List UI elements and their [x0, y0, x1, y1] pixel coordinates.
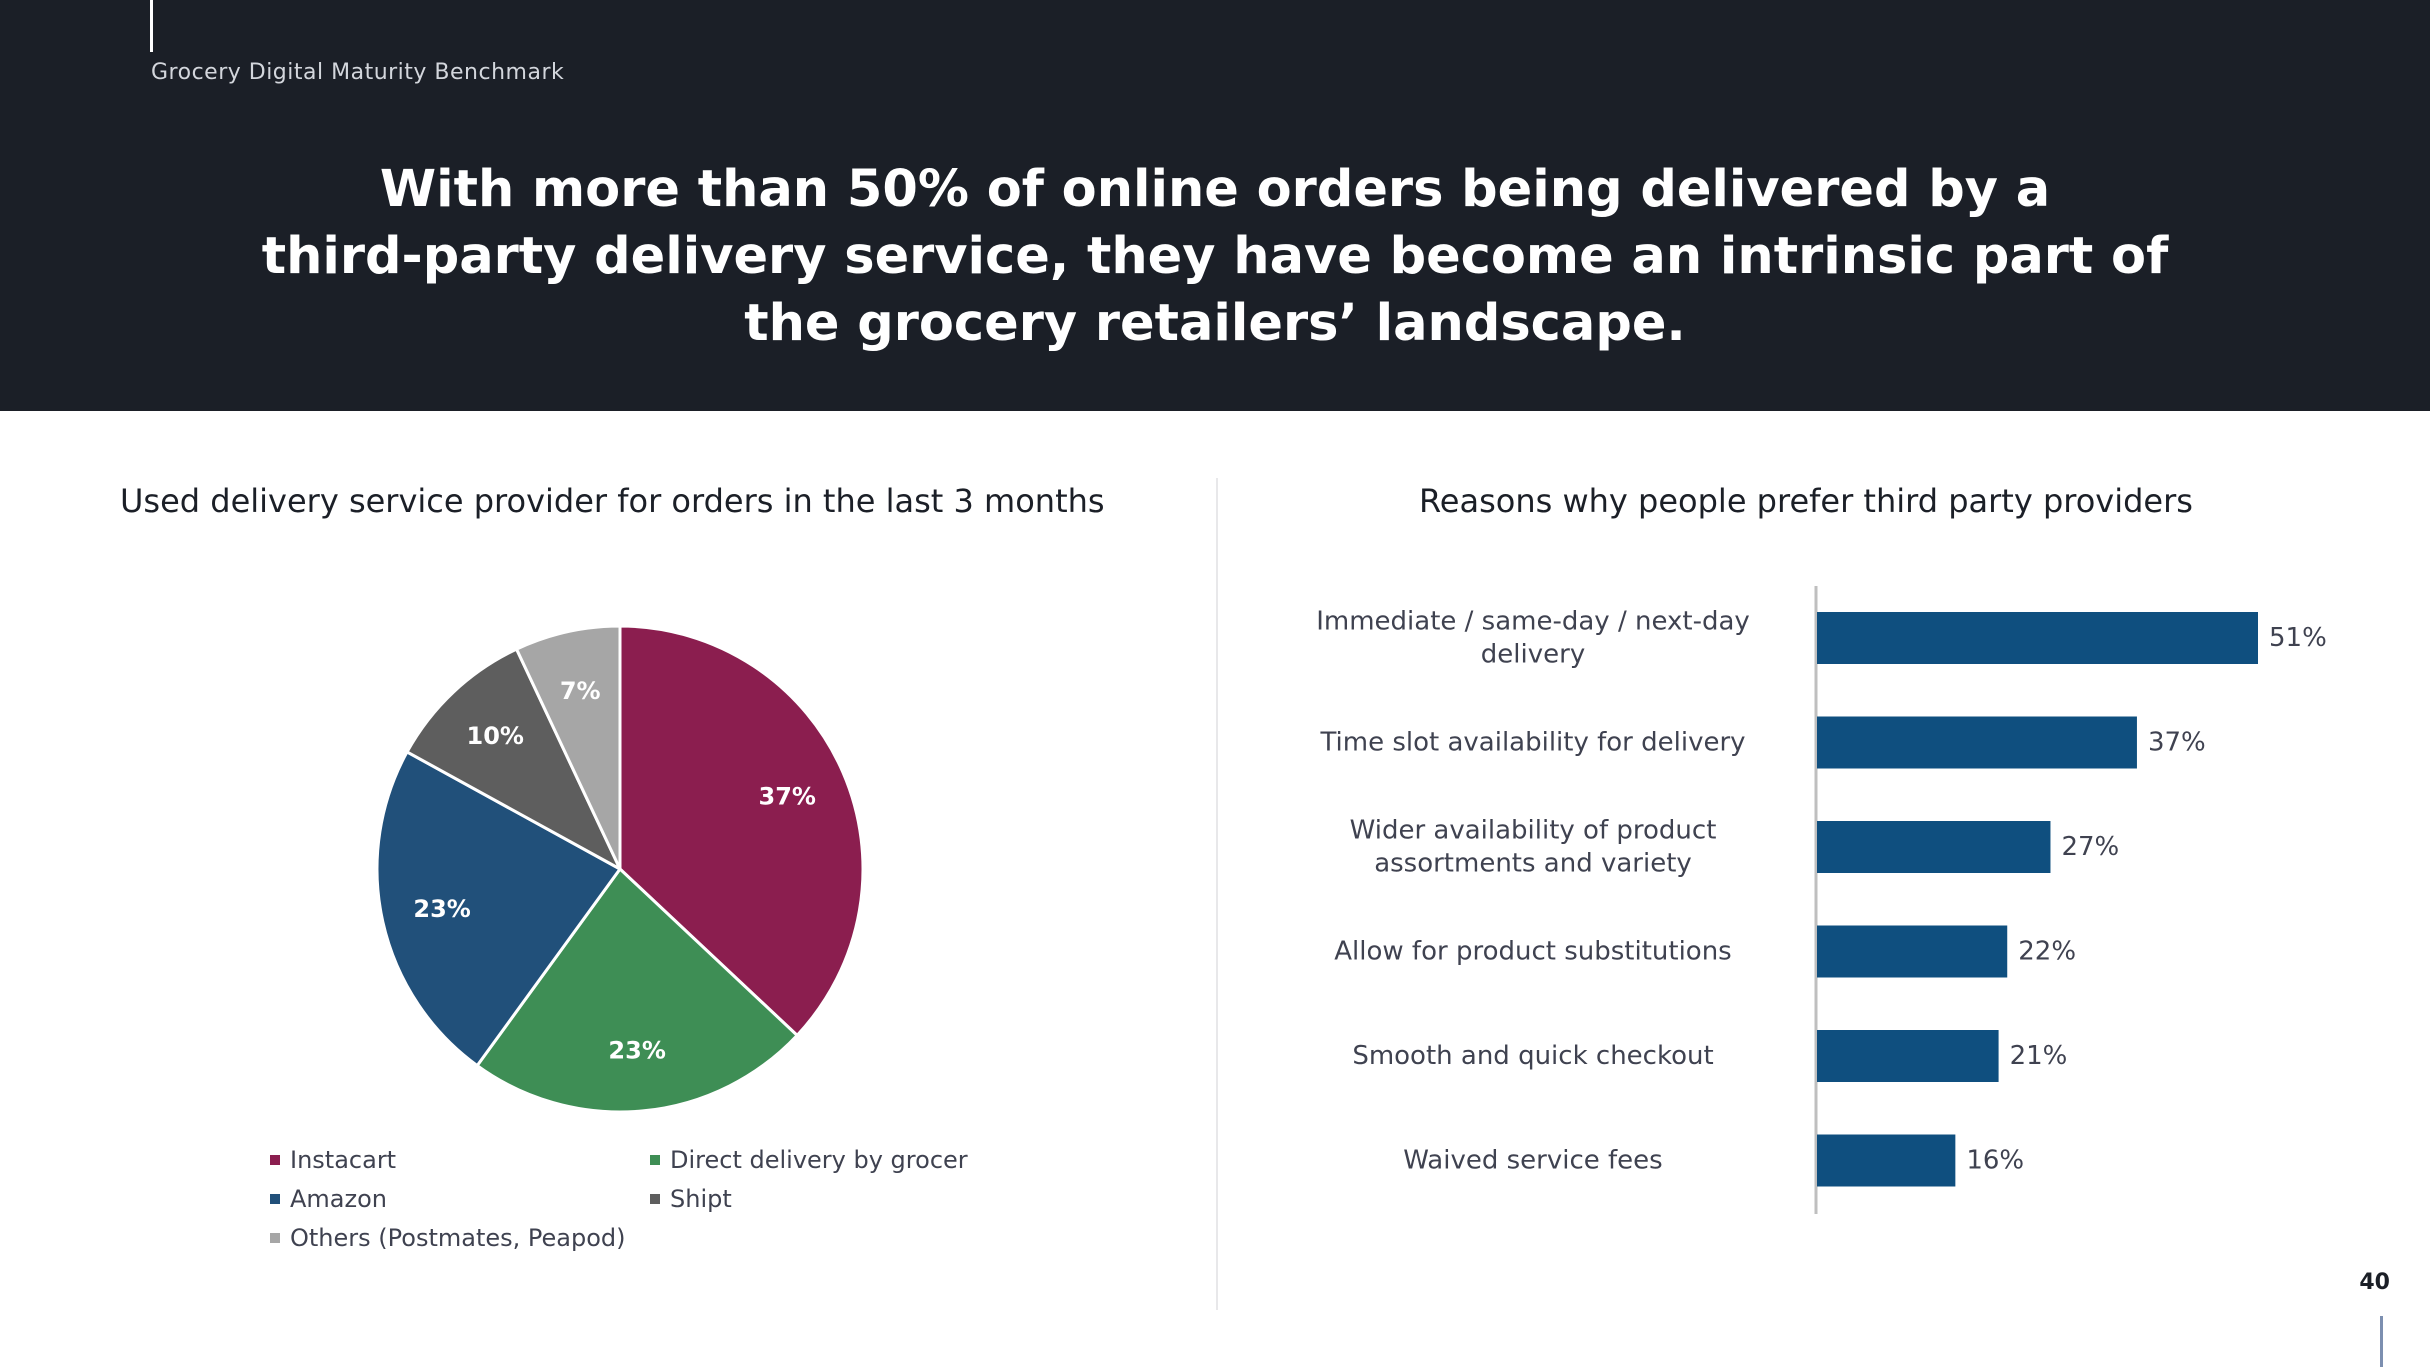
legend-item: Direct delivery by grocer: [646, 1145, 1026, 1174]
pie-data-label: 23%: [608, 1036, 665, 1064]
bar-value-label: 22%: [2018, 937, 2076, 967]
bar-category-label: Smooth and quick checkout: [1352, 1041, 1713, 1071]
bar-category-label: Wider availability of product: [1350, 816, 1717, 846]
bar: [1817, 1030, 1999, 1082]
bar: [1817, 925, 2008, 978]
bar-category-label: Time slot availability for delivery: [1319, 728, 1745, 758]
bar-value-label: 37%: [2148, 728, 2206, 758]
bottom-accent-rule: [2380, 1316, 2383, 1367]
bar: [1817, 612, 2258, 664]
legend-label: Instacart: [290, 1145, 397, 1174]
bar: [1817, 716, 2137, 769]
legend-label: Direct delivery by grocer: [670, 1145, 968, 1174]
bar-chart-title: Reasons why people prefer third party pr…: [1419, 482, 2193, 520]
legend-label: Shipt: [670, 1184, 732, 1213]
brand-label: Grocery Digital Maturity Benchmark: [151, 60, 565, 85]
legend-swatch: [270, 1232, 280, 1243]
legend-item: Instacart: [266, 1145, 646, 1174]
legend-swatch: [270, 1154, 280, 1165]
legend-swatch: [270, 1193, 280, 1204]
bar-category-label: assortments and variety: [1374, 849, 1692, 879]
pie-slice: [405, 647, 622, 871]
top-accent-rule: [150, 0, 153, 52]
legend-label: Amazon: [290, 1184, 387, 1213]
pie-data-label: 7%: [560, 677, 601, 705]
header-band: Grocery Digital Maturity Benchmark With …: [0, 0, 2430, 411]
legend-item: Others (Postmates, Peapod): [266, 1223, 646, 1252]
headline-line: third-party delivery service, they have …: [261, 227, 2169, 286]
headline-line: the grocery retailers’ landscape.: [744, 294, 1686, 353]
pie-data-label: 10%: [467, 722, 524, 750]
bar-category-label: Waived service fees: [1403, 1146, 1662, 1176]
panel-divider: [1216, 478, 1218, 1310]
legend-item: Amazon: [266, 1184, 646, 1213]
pie-legend: Instacart Direct delivery by grocer Amazon…: [266, 1145, 1026, 1252]
legend-swatch: [650, 1154, 660, 1165]
pie-slice: [375, 750, 622, 1068]
pie-slice: [515, 624, 622, 871]
legend-label: Others (Postmates, Peapod): [290, 1223, 626, 1252]
bar-value-label: 21%: [2010, 1041, 2068, 1071]
bar: [1817, 1134, 1956, 1187]
bar-category-label: Allow for product substitutions: [1334, 937, 1731, 967]
bar-value-label: 27%: [2061, 832, 2119, 862]
legend-swatch: [650, 1193, 660, 1204]
pie-slice: [475, 867, 799, 1114]
headline: With more than 50% of online orders bein…: [0, 156, 2430, 357]
bar-category-label: delivery: [1481, 640, 1585, 670]
pie-data-label: 23%: [413, 895, 470, 923]
pie-chart-title: Used delivery service provider for order…: [120, 482, 1105, 520]
legend-item: Shipt: [646, 1184, 1026, 1213]
headline-line: With more than 50% of online orders bein…: [379, 160, 2051, 219]
bar-value-label: 16%: [1966, 1146, 2024, 1176]
page-number: 40: [2359, 1270, 2390, 1295]
bar: [1817, 821, 2051, 873]
bar-category-label: Immediate / same-day / next-day: [1316, 607, 1750, 637]
pie-data-label: 37%: [759, 783, 816, 811]
bar-value-label: 51%: [2269, 623, 2327, 653]
pie-slice: [618, 624, 865, 1037]
